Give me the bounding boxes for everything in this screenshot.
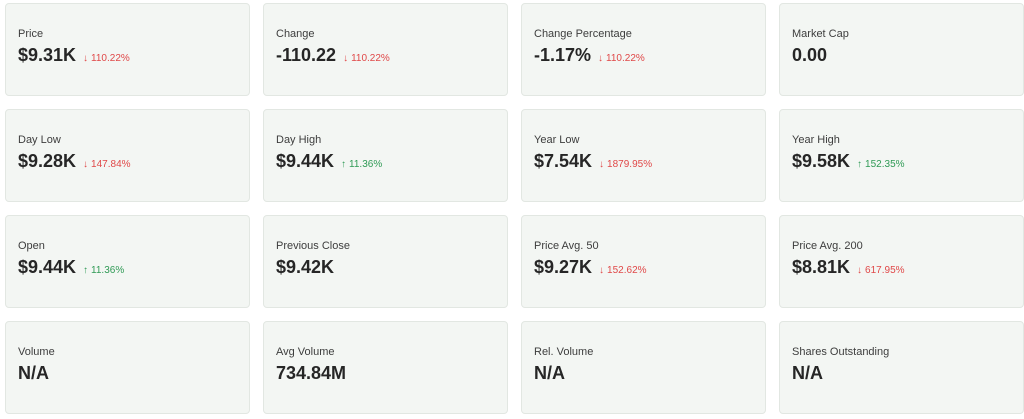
stat-label: Market Cap [792,28,849,40]
stat-label: Price Avg. 50 [534,240,599,252]
stat-label: Rel. Volume [534,346,594,358]
stat-value: $9.58K [792,151,851,171]
stat-label: Year High [792,134,840,146]
stat-card-rel-volume: Rel. Volume N/A [521,321,766,414]
stat-value: $9.28K [18,151,77,171]
stat-label: Day High [276,134,322,146]
stat-card-day-high: Day High $9.44K ↑ 11.36% [263,109,508,202]
stat-card-day-low: Day Low $9.28K ↓ 147.84% [5,109,250,202]
stat-label: Price Avg. 200 [792,240,863,252]
stat-value: -1.17% [534,45,592,65]
arrow-down-icon: ↓ [343,53,349,64]
stat-card-price-avg-50: Price Avg. 50 $9.27K ↓ 152.62% [521,215,766,308]
stat-label: Price [18,28,44,40]
stat-value: $7.54K [534,151,593,171]
stat-label: Volume [18,346,55,358]
arrow-down-icon: ↓ [83,159,89,170]
stat-card-year-high: Year High $9.58K ↑ 152.35% [779,109,1024,202]
arrow-down-icon: ↓ [598,53,604,64]
change-indicator: ↓ 1879.95% [599,159,652,170]
stat-card-price-avg-200: Price Avg. 200 $8.81K ↓ 617.95% [779,215,1024,308]
stat-value: 734.84M [276,363,347,383]
change-percent: 152.35% [865,159,905,170]
stat-value: $9.42K [276,257,335,277]
stat-value: $9.44K [18,257,77,277]
stat-value: $9.44K [276,151,335,171]
stat-card-shares-outstanding: Shares Outstanding N/A [779,321,1024,414]
change-percent: 11.36% [349,159,383,170]
stat-value: $9.31K [18,45,77,65]
change-indicator: ↑ 11.36% [83,265,124,276]
arrow-up-icon: ↑ [341,159,347,170]
arrow-down-icon: ↓ [857,265,863,276]
change-percent: 617.95% [865,265,905,276]
change-percent: 147.84% [91,159,131,170]
arrow-up-icon: ↑ [857,159,863,170]
change-indicator: ↓ 617.95% [857,265,904,276]
arrow-down-icon: ↓ [83,53,89,64]
arrow-down-icon: ↓ [599,159,605,170]
change-indicator: ↑ 152.35% [857,159,904,170]
change-indicator: ↑ 11.36% [341,159,382,170]
stat-value: N/A [534,363,565,383]
change-indicator: ↓ 110.22% [83,53,130,64]
change-percent: 110.22% [351,53,390,64]
stat-value: 0.00 [792,45,828,65]
stat-label: Change [276,28,315,40]
change-indicator: ↓ 152.62% [599,265,646,276]
stat-card-price: Price $9.31K ↓ 110.22% [5,3,250,96]
change-percent: 1879.95% [607,159,653,170]
stat-label: Open [18,240,45,252]
stat-card-change: Change -110.22 ↓ 110.22% [263,3,508,96]
change-indicator: ↓ 110.22% [343,53,390,64]
stat-value: N/A [18,363,49,383]
stat-label: Year Low [534,134,580,146]
stat-card-change-percentage: Change Percentage -1.17% ↓ 110.22% [521,3,766,96]
stat-label: Previous Close [276,240,350,252]
stat-value: -110.22 [276,45,337,65]
stat-card-year-low: Year Low $7.54K ↓ 1879.95% [521,109,766,202]
arrow-up-icon: ↑ [83,265,89,276]
stat-value: $8.81K [792,257,851,277]
stat-label: Avg Volume [276,346,335,358]
stat-card-avg-volume: Avg Volume 734.84M [263,321,508,414]
change-percent: 110.22% [606,53,645,64]
change-percent: 110.22% [91,53,130,64]
stat-value: $9.27K [534,257,593,277]
change-indicator: ↓ 147.84% [83,159,130,170]
stat-card-open: Open $9.44K ↑ 11.36% [5,215,250,308]
stat-card-market-cap: Market Cap 0.00 [779,3,1024,96]
arrow-down-icon: ↓ [599,265,605,276]
change-percent: 11.36% [91,265,125,276]
stat-label: Shares Outstanding [792,346,890,358]
stat-label: Day Low [18,134,61,146]
change-indicator: ↓ 110.22% [598,53,645,64]
stat-card-previous-close: Previous Close $9.42K [263,215,508,308]
stat-value: N/A [792,363,823,383]
change-percent: 152.62% [607,265,647,276]
stat-card-volume: Volume N/A [5,321,250,414]
stat-label: Change Percentage [534,28,632,40]
